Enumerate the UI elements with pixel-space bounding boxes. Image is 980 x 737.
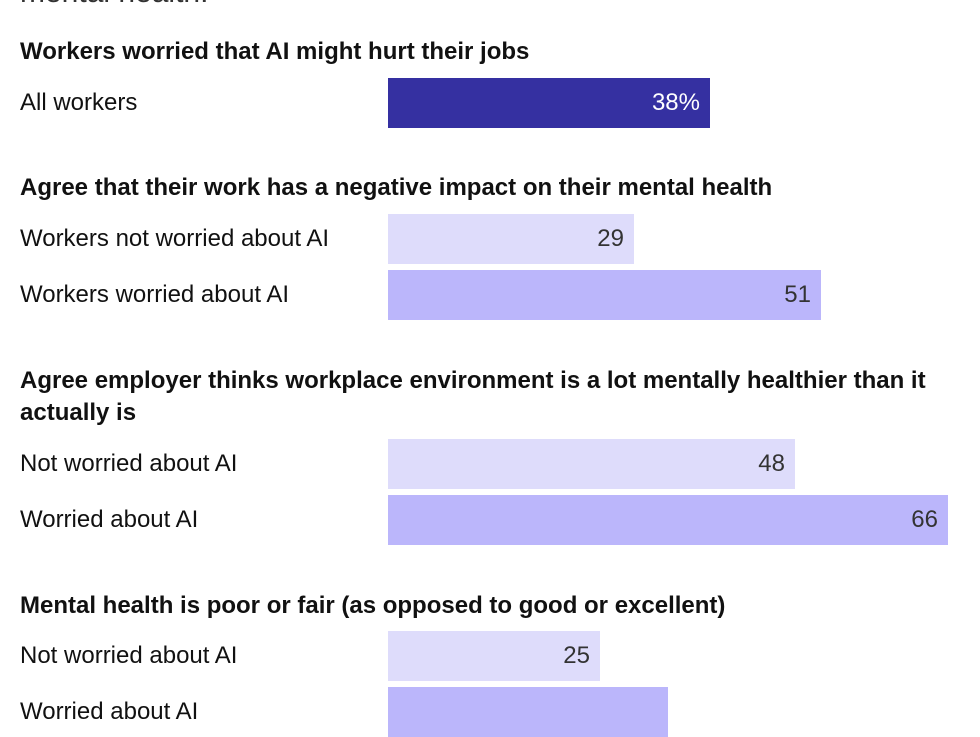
bar-value-label: 29	[597, 225, 624, 252]
group-title-worried-jobs: Workers worried that AI might hurt their…	[20, 38, 530, 65]
group-title-employer-thinks: Agree employer thinks workplace environm…	[20, 367, 926, 426]
row-label: All workers	[20, 89, 138, 116]
row-label: Not worried about AI	[20, 450, 238, 477]
group-title-negative-impact: Agree that their work has a negative imp…	[20, 174, 773, 201]
bar-value-label: 51	[784, 281, 811, 308]
row-label: Worried about AI	[20, 506, 199, 533]
bar-value-label: 48	[758, 450, 785, 477]
bar-worried: 66	[388, 495, 948, 545]
bar-not-worried: 25	[388, 631, 600, 681]
bar-value-label: 25	[563, 642, 590, 669]
bar-worried: 51	[388, 270, 821, 320]
bar-value-label: 66	[911, 506, 938, 533]
intro-text: mental health.	[20, 0, 208, 10]
bar-value-label: 38%	[651, 89, 700, 116]
group-title-mental-health-poor: Mental health is poor or fair (as oppose…	[20, 592, 726, 619]
bar-not-worried: 48	[388, 439, 795, 489]
bar-all-workers: 38%	[388, 78, 710, 128]
bar-not-worried: 29	[388, 214, 634, 264]
row-label: Workers worried about AI	[20, 281, 290, 308]
bar-worried	[388, 687, 668, 737]
row-label: Workers not worried about AI	[20, 225, 330, 252]
row-label: Not worried about AI	[20, 642, 238, 669]
row-label: Worried about AI	[20, 698, 199, 725]
